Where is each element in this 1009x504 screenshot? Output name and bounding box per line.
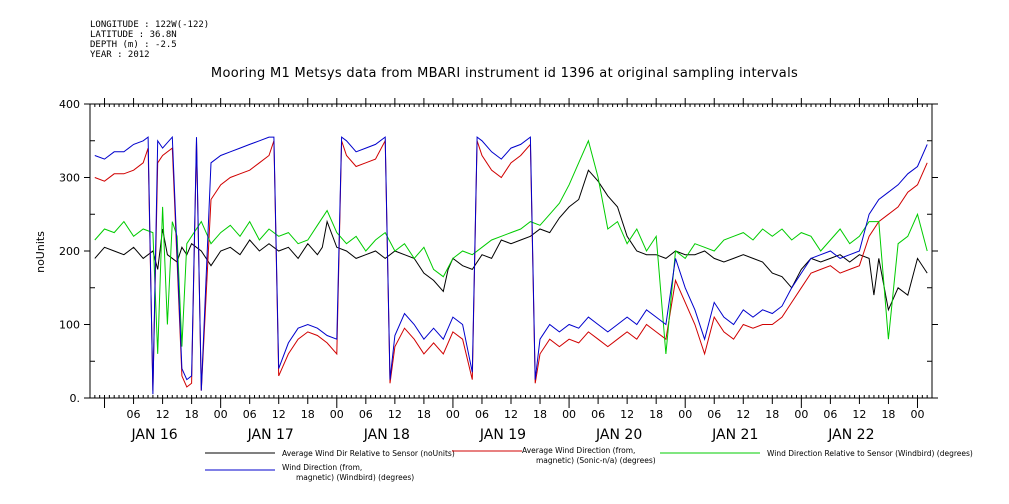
x-hour-label: 12 bbox=[736, 408, 750, 421]
x-hour-label: 18 bbox=[533, 408, 547, 421]
x-hour-label: 06 bbox=[823, 408, 837, 421]
chart-title: Mooring M1 Metsys data from MBARI instru… bbox=[210, 66, 799, 81]
x-day-label: JAN 20 bbox=[595, 427, 642, 443]
x-day-label: JAN 18 bbox=[363, 427, 410, 443]
x-hour-label: 06 bbox=[127, 408, 141, 421]
series-line-4 bbox=[94, 135, 928, 395]
x-hour-label: 12 bbox=[388, 408, 402, 421]
x-day-label: JAN 16 bbox=[130, 427, 177, 443]
x-hour-label: 00 bbox=[794, 408, 808, 421]
x-hour-label: 12 bbox=[504, 408, 518, 421]
axis-layer: 0. 100 200 300 400 06 12 18 00 06 12 18 00 06 12 18 00 06… bbox=[59, 98, 938, 443]
y-tick-label: 0. bbox=[70, 392, 81, 405]
x-hour-label: 00 bbox=[678, 408, 692, 421]
x-hour-label: 00 bbox=[330, 408, 344, 421]
x-hour-label: 06 bbox=[591, 408, 605, 421]
x-hour-label: 12 bbox=[272, 408, 286, 421]
x-hour-label: 00 bbox=[446, 408, 460, 421]
y-tick-label: 200 bbox=[59, 245, 80, 258]
latitude-label: LATITUDE : 36.8N bbox=[90, 30, 177, 40]
series-layer bbox=[94, 135, 928, 395]
longitude-label: LONGITUDE : 122W(-122) bbox=[90, 20, 210, 30]
year-label: YEAR : 2012 bbox=[90, 50, 150, 60]
x-hour-label: 18 bbox=[649, 408, 663, 421]
y-axis-label: noUnits bbox=[34, 231, 47, 273]
x-hour-label: 18 bbox=[417, 408, 431, 421]
x-hour-label: 18 bbox=[185, 408, 199, 421]
x-hour-label: 06 bbox=[475, 408, 489, 421]
x-hour-label: 00 bbox=[562, 408, 576, 421]
x-hour-label: 18 bbox=[301, 408, 315, 421]
x-hour-label: 00 bbox=[910, 408, 924, 421]
series-line-3 bbox=[94, 139, 928, 354]
series-line-2 bbox=[94, 138, 928, 391]
series-line-1 bbox=[94, 169, 928, 312]
x-day-label: JAN 22 bbox=[827, 427, 874, 443]
legend: Average Wind Dir Relative to Sensor (noU… bbox=[205, 446, 973, 482]
x-hour-label: 18 bbox=[765, 408, 779, 421]
x-day-label: JAN 21 bbox=[711, 427, 758, 443]
x-hour-label: 00 bbox=[214, 408, 228, 421]
x-hour-label: 06 bbox=[359, 408, 373, 421]
x-hour-label: 18 bbox=[881, 408, 895, 421]
legend-label-4: Wind Direction (from, magnetic) (Windbird… bbox=[282, 463, 414, 482]
x-hour-label: 12 bbox=[852, 408, 866, 421]
y-tick-label: 400 bbox=[59, 98, 80, 111]
legend-label-3: Wind Direction Relative to Sensor (Windb… bbox=[767, 449, 973, 458]
legend-label-2: Average Wind Direction (from, magnetic) (… bbox=[522, 446, 656, 465]
x-hour-label: 12 bbox=[156, 408, 170, 421]
x-day-label: JAN 17 bbox=[247, 427, 294, 443]
x-hour-label: 12 bbox=[620, 408, 634, 421]
x-hour-label: 06 bbox=[707, 408, 721, 421]
depth-label: DEPTH (m) : -2.5 bbox=[90, 40, 177, 50]
legend-label-1: Average Wind Dir Relative to Sensor (noU… bbox=[282, 449, 455, 458]
y-tick-label: 300 bbox=[59, 172, 80, 185]
x-hour-label: 06 bbox=[243, 408, 257, 421]
x-day-label: JAN 19 bbox=[479, 427, 526, 443]
mooring-metadata: LONGITUDE : 122W(-122) LATITUDE : 36.8N … bbox=[90, 20, 209, 60]
y-tick-label: 100 bbox=[59, 319, 80, 332]
